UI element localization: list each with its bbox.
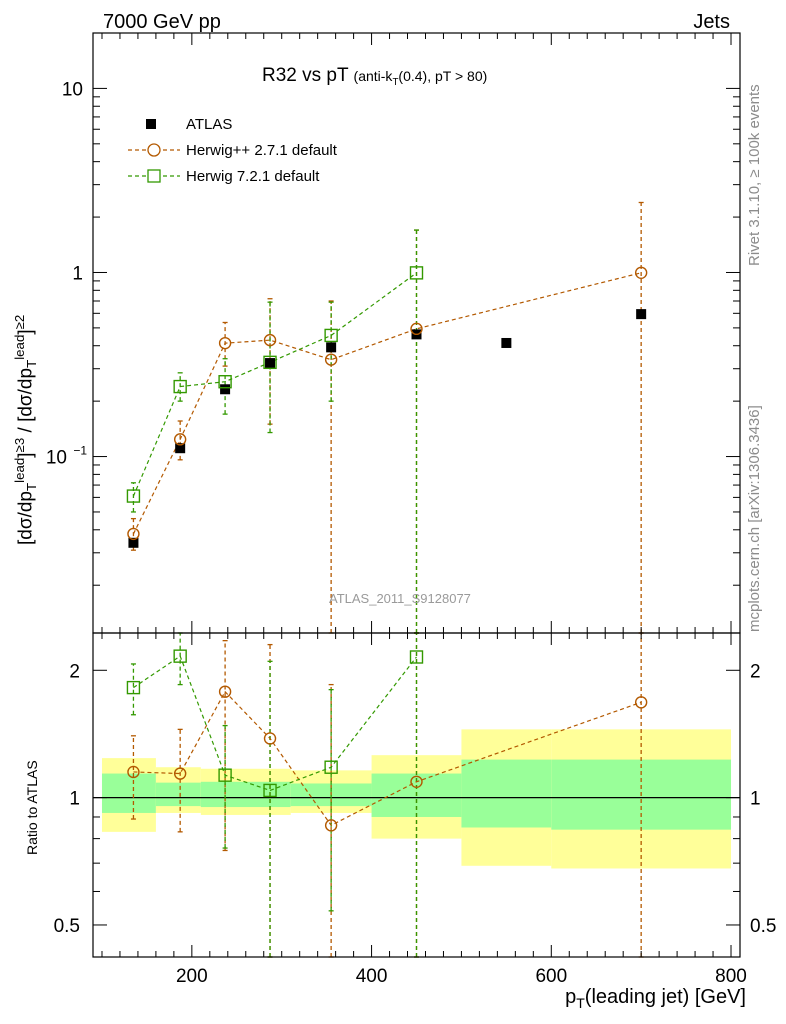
series-lines — [132, 272, 642, 827]
point-herwig7 — [218, 375, 232, 389]
point-herwigpp — [634, 266, 648, 280]
legend-label-herwigpp: Herwig++ 2.7.1 default — [186, 141, 337, 159]
point-atlas — [636, 309, 647, 320]
ratio-point-herwig7 — [263, 783, 277, 798]
point-atlas — [265, 358, 276, 369]
ratio-point-herwig7 — [173, 649, 187, 663]
ratio-line-herwigpp — [133, 690, 642, 827]
ratio-y-tick-label-right: 2 — [750, 661, 761, 682]
point-herwig7 — [173, 379, 187, 394]
band-green-bin — [200, 781, 291, 808]
data-markers — [126, 266, 648, 832]
point-herwigpp — [410, 322, 423, 336]
legend-label-atlas: ATLAS — [186, 115, 233, 133]
legend-item-atlas: ATLAS — [128, 113, 232, 135]
ratio-point-herwigpp — [173, 767, 187, 780]
legend-marker-herwig7 — [128, 169, 180, 183]
point-herwig7 — [409, 266, 424, 280]
point-herwigpp — [173, 433, 187, 446]
ratio-y-tick-label-right: 0.5 — [750, 916, 776, 937]
ratio-point-herwig7 — [324, 760, 338, 774]
point-herwig7 — [324, 328, 338, 343]
y-tick-label: 10 — [62, 79, 83, 100]
plot-title: R32 vs pT (anti-kT(0.4), pT > 80) — [262, 66, 487, 88]
analysis-id: ATLAS_2011_S9128077 — [329, 591, 471, 606]
error-bars — [130, 201, 644, 958]
point-herwigpp — [263, 333, 277, 347]
x-tick-label: 800 — [715, 966, 747, 987]
point-herwig7 — [126, 489, 141, 503]
ratio-panel-frame — [92, 632, 741, 958]
band-green-bin — [461, 759, 552, 828]
mcplots-source-label: mcplots.cern.ch [arXiv:1306.3436] — [746, 405, 763, 632]
ratio-point-herwigpp — [218, 685, 232, 698]
x-axis-label: pT(leading jet) [GeV] — [565, 986, 746, 1011]
line-herwigpp — [132, 272, 642, 535]
x-tick-label: 200 — [176, 966, 208, 987]
ratio-y-tick-label-left: 0.5 — [54, 916, 80, 937]
legend-marker-atlas — [146, 119, 156, 129]
point-herwig7 — [263, 355, 277, 370]
plot-frames — [92, 32, 741, 958]
tick-labels: 200 400 600 800 10 −1 1 10 0.5 0.5 1 1 2 2 — [46, 79, 777, 987]
point-herwigpp — [218, 336, 232, 350]
y-axis-label: [dσ/dpTlead]≥3 / [dσ/dpTlead]≥2 — [12, 314, 40, 545]
ratio-point-herwig7 — [126, 680, 141, 695]
line-herwig7 — [132, 272, 417, 497]
point-atlas — [175, 443, 186, 454]
legend-label-herwig7: Herwig 7.2.1 default — [186, 167, 320, 185]
axis-ticks — [93, 32, 740, 957]
ratio-point-herwig7 — [218, 768, 232, 782]
ratio-point-herwigpp — [127, 765, 140, 779]
ratio-point-herwig7 — [409, 650, 424, 664]
legend-marker-herwigpp — [128, 143, 180, 157]
ratio-point-herwigpp — [634, 696, 648, 709]
title-suffix: (anti-kT(0.4), pT > 80) — [353, 68, 488, 88]
energy-label: 7000 GeV pp — [103, 11, 221, 33]
x-tick-label: 400 — [356, 966, 388, 987]
x-tick-label: 600 — [535, 966, 567, 987]
ratio-point-herwigpp — [263, 732, 277, 745]
ratio-y-tick-label-left: 2 — [69, 661, 80, 682]
ratio-y-tick-label-right: 1 — [750, 789, 761, 810]
y-tick-label: 1 — [72, 263, 83, 284]
band-green-bin — [155, 782, 201, 807]
point-atlas — [501, 337, 512, 348]
point-atlas — [326, 342, 337, 353]
ratio-point-herwigpp — [324, 819, 338, 832]
point-herwigpp — [324, 353, 338, 366]
y-tick-label: 10 — [46, 448, 67, 469]
legend-item-herwigpp: Herwig++ 2.7.1 default — [128, 139, 337, 161]
y-tick-label-exponent: −1 — [73, 444, 87, 458]
title-main: R32 vs pT — [262, 65, 349, 86]
point-atlas — [220, 384, 231, 395]
point-herwigpp — [127, 527, 140, 541]
ratio-y-tick-label-left: 1 — [69, 789, 80, 810]
rivet-version-label: Rivet 3.1.10, ≥ 100k events — [746, 84, 763, 266]
observable-label: Jets — [693, 11, 730, 33]
point-atlas — [128, 537, 139, 548]
band-green-bin — [101, 773, 156, 813]
ratio-point-herwigpp — [410, 775, 423, 788]
legend-item-herwig7: Herwig 7.2.1 default — [128, 165, 319, 187]
ratio-axis-label: Ratio to ATLAS — [24, 760, 40, 855]
